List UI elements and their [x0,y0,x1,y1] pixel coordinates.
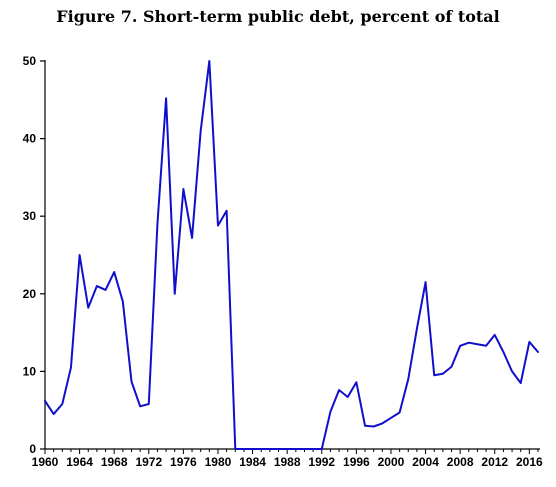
x-tick-label: 1972 [135,455,162,469]
y-tick-label: 30 [23,209,37,223]
x-tick-label: 1980 [205,455,232,469]
y-tick-label: 40 [23,132,37,146]
x-tick-label: 2008 [447,455,474,469]
x-tick-label: 1996 [343,455,370,469]
y-tick-label: 20 [23,287,37,301]
plot-area [44,60,539,450]
x-tick-label: 1964 [66,455,93,469]
x-tick-label: 1984 [239,455,266,469]
x-tick-label: 1976 [170,455,197,469]
y-tick-label: 0 [29,442,36,456]
x-tick-label: 1992 [308,455,335,469]
x-tick-label: 1988 [274,455,301,469]
x-tick-label: 2012 [481,455,508,469]
x-tick-label: 2000 [378,455,405,469]
chart-title: Figure 7. Short-term public debt, percen… [56,7,500,26]
y-tick-label: 10 [23,364,37,378]
x-tick-label: 1960 [32,455,59,469]
axes: 0 10 20 30 40 50 1960 1964 1968 1972 1976 1980 1984 1… [23,54,543,469]
y-tick-label: 50 [23,54,37,68]
x-tick-label: 1968 [101,455,128,469]
series-line-0 [44,60,539,450]
x-tick-label: 2004 [412,455,439,469]
x-tick-label: 2016 [516,455,543,469]
